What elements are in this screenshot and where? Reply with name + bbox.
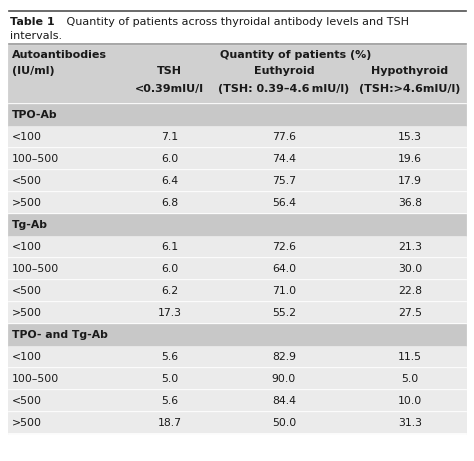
- Bar: [8, 279, 466, 280]
- Text: Quantity of patients (%): Quantity of patients (%): [220, 50, 371, 60]
- Text: 100–500: 100–500: [12, 154, 59, 165]
- Bar: [8, 126, 466, 148]
- Text: 27.5: 27.5: [398, 308, 422, 319]
- Bar: [8, 10, 466, 11]
- Text: 36.8: 36.8: [398, 199, 422, 208]
- Bar: [8, 258, 466, 259]
- Bar: [8, 347, 466, 368]
- Text: 64.0: 64.0: [272, 265, 296, 274]
- Text: 17.9: 17.9: [398, 177, 422, 187]
- Text: Quantity of patients across thyroidal antibody levels and TSH: Quantity of patients across thyroidal an…: [56, 17, 409, 27]
- Text: 5.0: 5.0: [401, 374, 419, 384]
- Text: 90.0: 90.0: [272, 374, 296, 384]
- Text: <500: <500: [12, 286, 42, 296]
- Bar: [8, 170, 466, 171]
- Bar: [8, 191, 466, 193]
- Text: 21.3: 21.3: [398, 242, 422, 253]
- Text: 6.0: 6.0: [161, 154, 178, 165]
- Text: TSH: TSH: [157, 66, 182, 76]
- Text: 17.3: 17.3: [157, 308, 182, 319]
- Text: (TSH: 0.39–4.6 mIU/l): (TSH: 0.39–4.6 mIU/l): [219, 84, 349, 94]
- Text: 6.4: 6.4: [161, 177, 178, 187]
- Text: Euthyroid: Euthyroid: [254, 66, 314, 76]
- Bar: [8, 325, 466, 347]
- Text: 84.4: 84.4: [272, 396, 296, 407]
- Text: Autoantibodies: Autoantibodies: [12, 50, 107, 60]
- Text: Tg-Ab: Tg-Ab: [12, 220, 48, 230]
- Text: 75.7: 75.7: [272, 177, 296, 187]
- Text: 6.8: 6.8: [161, 199, 178, 208]
- Text: TPO- and Tg-Ab: TPO- and Tg-Ab: [12, 331, 108, 341]
- Text: 5.0: 5.0: [161, 374, 178, 384]
- Bar: [8, 148, 466, 171]
- Text: >500: >500: [12, 308, 42, 319]
- Bar: [8, 171, 466, 193]
- Bar: [8, 236, 466, 259]
- Text: Hypothyroid: Hypothyroid: [371, 66, 448, 76]
- Bar: [8, 214, 466, 236]
- Text: 72.6: 72.6: [272, 242, 296, 253]
- Bar: [8, 45, 466, 103]
- Bar: [8, 367, 466, 368]
- Text: 30.0: 30.0: [398, 265, 422, 274]
- Text: 31.3: 31.3: [398, 419, 422, 429]
- Bar: [8, 213, 466, 214]
- Text: 77.6: 77.6: [272, 132, 296, 142]
- Text: 5.6: 5.6: [161, 396, 178, 407]
- Text: TPO-Ab: TPO-Ab: [12, 111, 58, 120]
- Text: 5.6: 5.6: [161, 353, 178, 362]
- Text: <0.39mIU/l: <0.39mIU/l: [135, 84, 204, 94]
- Text: 82.9: 82.9: [272, 353, 296, 362]
- Text: <100: <100: [12, 353, 42, 362]
- Bar: [8, 413, 466, 435]
- Text: 6.0: 6.0: [161, 265, 178, 274]
- Text: 50.0: 50.0: [272, 419, 296, 429]
- Text: 22.8: 22.8: [398, 286, 422, 296]
- Text: 71.0: 71.0: [272, 286, 296, 296]
- Text: 100–500: 100–500: [12, 374, 59, 384]
- Bar: [8, 103, 466, 105]
- Bar: [8, 301, 466, 302]
- Bar: [8, 302, 466, 325]
- Text: <100: <100: [12, 132, 42, 142]
- Text: (TSH:>4.6mIU/l): (TSH:>4.6mIU/l): [359, 84, 461, 94]
- Bar: [8, 193, 466, 214]
- Bar: [8, 45, 466, 433]
- Text: 56.4: 56.4: [272, 199, 296, 208]
- Text: <100: <100: [12, 242, 42, 253]
- Bar: [8, 324, 466, 325]
- Bar: [8, 433, 466, 435]
- Text: <500: <500: [12, 396, 42, 407]
- Text: intervals.: intervals.: [10, 31, 62, 41]
- Bar: [8, 259, 466, 280]
- Text: <500: <500: [12, 177, 42, 187]
- Text: Table 1: Table 1: [10, 17, 55, 27]
- Bar: [8, 280, 466, 302]
- Text: (IU/ml): (IU/ml): [12, 66, 55, 76]
- Text: >500: >500: [12, 419, 42, 429]
- Text: >500: >500: [12, 199, 42, 208]
- Text: 6.2: 6.2: [161, 286, 178, 296]
- Text: 10.0: 10.0: [398, 396, 422, 407]
- Bar: [8, 390, 466, 413]
- Text: 74.4: 74.4: [272, 154, 296, 165]
- Text: 100–500: 100–500: [12, 265, 59, 274]
- Bar: [8, 368, 466, 390]
- Text: 11.5: 11.5: [398, 353, 422, 362]
- Text: 6.1: 6.1: [161, 242, 178, 253]
- Text: 7.1: 7.1: [161, 132, 178, 142]
- Text: 55.2: 55.2: [272, 308, 296, 319]
- Bar: [8, 43, 466, 44]
- Text: 15.3: 15.3: [398, 132, 422, 142]
- Bar: [8, 105, 466, 126]
- Bar: [8, 412, 466, 413]
- Text: 18.7: 18.7: [157, 419, 182, 429]
- Text: 19.6: 19.6: [398, 154, 422, 165]
